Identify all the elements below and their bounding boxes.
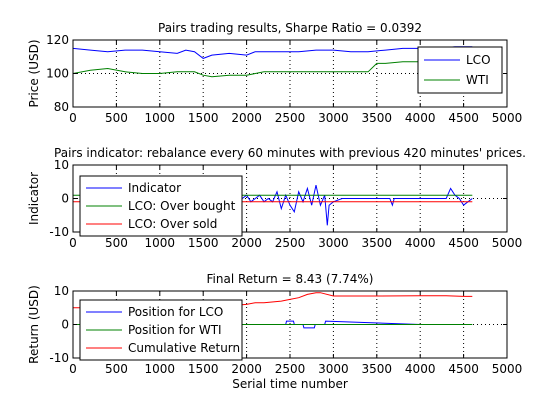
chart-title: Pairs indicator: rebalance every 60 minu… (54, 146, 526, 160)
y-axis-label: Indicator (27, 172, 41, 225)
x-tick-label: 5000 (492, 111, 523, 125)
legend-label: WTI (466, 73, 489, 87)
x-tick-label: 4000 (405, 236, 436, 250)
x-tick-label: 4500 (448, 362, 479, 376)
y-tick-label: 120 (46, 33, 69, 47)
x-tick-label: 1500 (188, 236, 219, 250)
x-tick-label: 4000 (405, 111, 436, 125)
x-tick-label: 1000 (145, 362, 176, 376)
series-line-wti (73, 59, 473, 78)
x-tick-label: 3500 (362, 362, 393, 376)
legend-label: Cumulative Return (128, 341, 240, 355)
x-tick-label: 500 (105, 236, 128, 250)
chart-title: Final Return = 8.43 (7.74%) (207, 272, 374, 286)
y-tick-label: 10 (54, 284, 69, 298)
x-tick-label: 500 (105, 111, 128, 125)
x-tick-label: 4500 (448, 236, 479, 250)
y-tick-label: 0 (61, 192, 69, 206)
x-tick-label: 0 (69, 111, 77, 125)
x-axis-label: Serial time number (232, 377, 348, 391)
legend-label: LCO: Over sold (128, 217, 217, 231)
x-tick-label: 1500 (188, 362, 219, 376)
x-tick-label: 2000 (231, 362, 262, 376)
x-tick-label: 4000 (405, 362, 436, 376)
x-tick-label: 3000 (318, 236, 349, 250)
legend-label: LCO: Over bought (128, 199, 236, 213)
y-tick-label: -10 (49, 351, 69, 365)
series-line-lco (73, 46, 473, 59)
x-tick-label: 3000 (318, 111, 349, 125)
x-tick-label: 4500 (448, 111, 479, 125)
price-panel: 0 500 1000 1500 2000 2500 3000 3500 4000 4500 5000… (27, 21, 522, 125)
x-tick-label: 2000 (231, 111, 262, 125)
y-axis-label: Price (USD) (27, 39, 41, 107)
y-tick-label: -10 (49, 225, 69, 239)
x-tick-label: 2000 (231, 236, 262, 250)
x-tick-label: 2500 (275, 236, 306, 250)
y-tick-label: 100 (46, 67, 69, 81)
legend-label: Position for LCO (128, 305, 223, 319)
x-tick-label: 5000 (492, 362, 523, 376)
x-tick-label: 1500 (188, 111, 219, 125)
series-line-position-for-lco (73, 320, 421, 329)
x-tick-label: 2500 (275, 362, 306, 376)
x-tick-label: 0 (69, 362, 77, 376)
x-tick-label: 5000 (492, 236, 523, 250)
y-axis-label: Return (USD) (27, 285, 41, 364)
x-tick-label: 500 (105, 362, 128, 376)
chart-title: Pairs trading results, Sharpe Ratio = 0.… (158, 21, 422, 35)
x-tick-label: 3000 (318, 362, 349, 376)
x-tick-label: 1000 (145, 236, 176, 250)
return-panel: 0 500 1000 1500 2000 2500 3000 3500 4000 4500 5000… (27, 272, 522, 391)
x-tick-label: 1000 (145, 111, 176, 125)
legend-label: Indicator (128, 181, 181, 195)
y-tick-label: 0 (61, 318, 69, 332)
legend-label: Position for WTI (128, 323, 222, 337)
x-tick-label: 0 (69, 236, 77, 250)
x-tick-label: 3500 (362, 236, 393, 250)
y-tick-label: 10 (54, 158, 69, 172)
x-tick-label: 2500 (275, 111, 306, 125)
legend (417, 46, 503, 94)
x-tick-label: 3500 (362, 111, 393, 125)
y-tick-label: 80 (54, 100, 69, 114)
legend-label: LCO (466, 53, 491, 67)
indicator-panel: 0 500 1000 1500 2000 2500 3000 3500 4000 4500 5000… (27, 146, 526, 250)
